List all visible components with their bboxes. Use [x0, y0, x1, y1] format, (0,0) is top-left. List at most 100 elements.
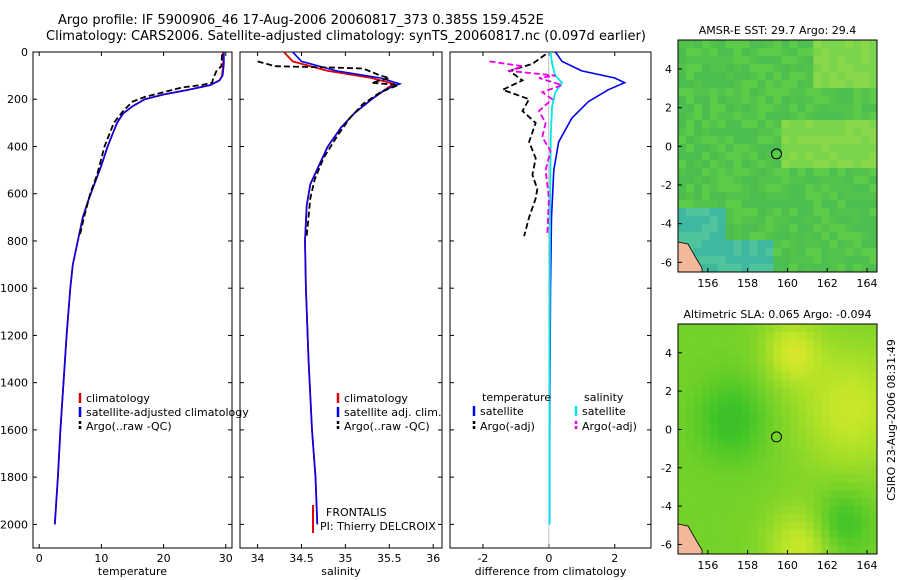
map-cell: [805, 371, 814, 380]
map-cell: [781, 176, 790, 185]
map-cell: [741, 136, 751, 145]
map-cell: [709, 347, 719, 357]
map-cell: [805, 128, 814, 137]
map-cell: [861, 200, 870, 209]
map-cell: [789, 232, 798, 241]
map-cell: [749, 224, 758, 233]
map-cell: [845, 450, 854, 460]
map-cell: [813, 435, 822, 444]
map-cell: [781, 112, 790, 121]
map-cell: [741, 184, 751, 193]
map-cell: [781, 152, 790, 161]
map-cell: [678, 514, 687, 523]
map-cell: [773, 80, 782, 89]
map-cell: [805, 482, 814, 491]
map-cell: [789, 224, 798, 233]
map-cell: [805, 192, 814, 201]
map-cell: [797, 347, 806, 357]
map-cell: [789, 411, 798, 420]
map-cell: [789, 339, 798, 349]
map-cell: [717, 192, 727, 201]
map-cell: [757, 403, 766, 412]
map-cell: [813, 347, 822, 357]
legend-entry: satellite: [582, 405, 626, 418]
map-cell: [805, 216, 814, 225]
map-cell: [678, 482, 687, 491]
map-cell: [861, 56, 870, 65]
map-cell: [869, 64, 878, 73]
map-cell: [709, 40, 719, 49]
map-cell: [837, 490, 846, 499]
x-axis-label: temperature: [98, 565, 167, 578]
x-tick-label: 158: [737, 559, 758, 572]
map-cell: [701, 450, 711, 460]
map-cell: [797, 498, 806, 507]
map-cell: [821, 498, 830, 507]
map-cell: [765, 522, 774, 531]
map-cell: [678, 427, 687, 436]
map-cell: [845, 120, 854, 129]
map-cell: [805, 442, 814, 452]
map-cell: [701, 466, 711, 476]
map-cell: [733, 80, 743, 89]
map-cell: [717, 522, 727, 531]
map-cell: [749, 411, 758, 420]
map-cell: [749, 216, 758, 225]
map-cell: [813, 128, 822, 137]
map-cell: [781, 88, 790, 97]
map-cell: [733, 546, 743, 555]
map-cell: [693, 458, 703, 468]
map-cell: [725, 88, 735, 97]
map-cell: [717, 72, 727, 81]
map-cell: [701, 411, 711, 420]
map-cell: [845, 522, 854, 531]
map-cell: [709, 64, 719, 73]
map-cell: [717, 224, 727, 233]
map-cell: [829, 64, 838, 73]
y-tick-label: -4: [661, 218, 672, 231]
map-cell: [781, 411, 790, 420]
map-cell: [709, 363, 719, 372]
map-cell: [805, 232, 814, 241]
map-cell: [725, 324, 735, 333]
map-cell: [717, 128, 727, 137]
map-cell: [709, 192, 719, 201]
map-cell: [678, 136, 687, 145]
map-cell: [709, 419, 719, 428]
map-cell: [693, 363, 703, 372]
map-cell: [757, 538, 766, 547]
map-cell: [789, 152, 798, 161]
map-cell: [813, 192, 822, 201]
map-cell: [789, 474, 798, 484]
map-cell: [749, 450, 758, 460]
map-cell: [765, 216, 774, 225]
map-cell: [821, 176, 830, 185]
map-cell: [829, 403, 838, 412]
map-cell: [741, 216, 751, 225]
map-cell: [717, 331, 727, 341]
map-cell: [821, 324, 830, 333]
map-cell: [869, 324, 878, 333]
map-cell: [869, 40, 878, 49]
map-cell: [701, 200, 711, 209]
map-cell: [797, 363, 806, 372]
map-cell: [749, 168, 758, 177]
map-cell: [733, 224, 743, 233]
map-cell: [701, 208, 711, 217]
map-cell: [829, 232, 838, 241]
map-cell: [845, 40, 854, 49]
map-cell: [741, 324, 751, 333]
map-cell: [685, 435, 695, 444]
map-cell: [725, 64, 735, 73]
map-cell: [733, 248, 743, 257]
map-cell: [821, 355, 830, 365]
map-cell: [789, 136, 798, 145]
map-cell: [861, 522, 870, 531]
map-cell: [829, 80, 838, 89]
map-cell: [789, 435, 798, 444]
map-cell: [797, 56, 806, 65]
map-cell: [725, 240, 735, 249]
map-cell: [829, 128, 838, 137]
map-cell: [869, 490, 878, 499]
map-cell: [821, 530, 830, 539]
